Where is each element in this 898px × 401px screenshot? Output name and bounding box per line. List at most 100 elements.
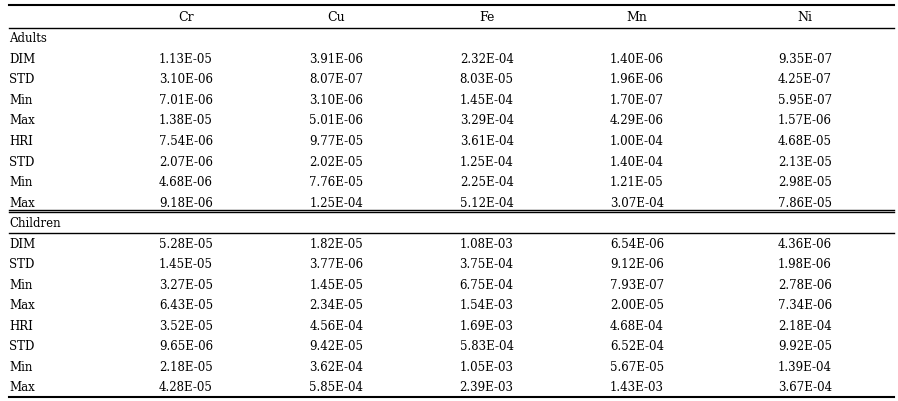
Text: Min: Min bbox=[9, 360, 32, 373]
Text: 1.70E-07: 1.70E-07 bbox=[610, 94, 664, 107]
Text: 7.93E-07: 7.93E-07 bbox=[610, 278, 664, 291]
Text: Max: Max bbox=[9, 380, 35, 393]
Text: Mn: Mn bbox=[627, 11, 647, 24]
Text: Min: Min bbox=[9, 94, 32, 107]
Text: 1.25E-04: 1.25E-04 bbox=[460, 155, 514, 168]
Text: 4.68E-04: 4.68E-04 bbox=[610, 319, 664, 332]
Text: 1.69E-03: 1.69E-03 bbox=[460, 319, 514, 332]
Text: STD: STD bbox=[9, 73, 34, 86]
Text: 2.32E-04: 2.32E-04 bbox=[460, 53, 514, 66]
Text: 1.57E-06: 1.57E-06 bbox=[778, 114, 832, 127]
Text: 3.77E-06: 3.77E-06 bbox=[309, 257, 364, 270]
Text: 3.27E-05: 3.27E-05 bbox=[159, 278, 213, 291]
Text: 1.98E-06: 1.98E-06 bbox=[779, 257, 832, 270]
Text: 2.00E-05: 2.00E-05 bbox=[610, 298, 664, 312]
Text: 1.08E-03: 1.08E-03 bbox=[460, 237, 514, 250]
Text: 1.45E-04: 1.45E-04 bbox=[460, 94, 514, 107]
Text: 3.10E-06: 3.10E-06 bbox=[159, 73, 213, 86]
Text: 7.34E-06: 7.34E-06 bbox=[778, 298, 832, 312]
Text: 1.45E-05: 1.45E-05 bbox=[309, 278, 364, 291]
Text: Cr: Cr bbox=[178, 11, 194, 24]
Text: 5.83E-04: 5.83E-04 bbox=[460, 339, 514, 352]
Text: 1.05E-03: 1.05E-03 bbox=[460, 360, 514, 373]
Text: 4.68E-05: 4.68E-05 bbox=[778, 135, 832, 148]
Text: 9.77E-05: 9.77E-05 bbox=[309, 135, 364, 148]
Text: 9.35E-07: 9.35E-07 bbox=[778, 53, 832, 66]
Text: 4.68E-06: 4.68E-06 bbox=[159, 176, 213, 188]
Text: 2.18E-05: 2.18E-05 bbox=[159, 360, 213, 373]
Text: 5.28E-05: 5.28E-05 bbox=[159, 237, 213, 250]
Text: 4.28E-05: 4.28E-05 bbox=[159, 380, 213, 393]
Text: Min: Min bbox=[9, 278, 32, 291]
Text: Max: Max bbox=[9, 196, 35, 209]
Text: 5.01E-06: 5.01E-06 bbox=[309, 114, 364, 127]
Text: DIM: DIM bbox=[9, 53, 35, 66]
Text: 2.07E-06: 2.07E-06 bbox=[159, 155, 213, 168]
Text: 1.13E-05: 1.13E-05 bbox=[159, 53, 213, 66]
Text: 3.52E-05: 3.52E-05 bbox=[159, 319, 213, 332]
Text: 9.18E-06: 9.18E-06 bbox=[159, 196, 213, 209]
Text: 5.67E-05: 5.67E-05 bbox=[610, 360, 664, 373]
Text: 3.91E-06: 3.91E-06 bbox=[309, 53, 364, 66]
Text: 1.25E-04: 1.25E-04 bbox=[309, 196, 363, 209]
Text: 1.40E-06: 1.40E-06 bbox=[610, 53, 664, 66]
Text: 3.62E-04: 3.62E-04 bbox=[309, 360, 364, 373]
Text: 3.10E-06: 3.10E-06 bbox=[309, 94, 364, 107]
Text: 2.98E-05: 2.98E-05 bbox=[779, 176, 832, 188]
Text: DIM: DIM bbox=[9, 237, 35, 250]
Text: 8.07E-07: 8.07E-07 bbox=[309, 73, 364, 86]
Text: 9.42E-05: 9.42E-05 bbox=[309, 339, 364, 352]
Text: 1.45E-05: 1.45E-05 bbox=[159, 257, 213, 270]
Text: 1.43E-03: 1.43E-03 bbox=[610, 380, 664, 393]
Text: 1.00E-04: 1.00E-04 bbox=[610, 135, 664, 148]
Text: HRI: HRI bbox=[9, 135, 33, 148]
Text: 5.85E-04: 5.85E-04 bbox=[309, 380, 364, 393]
Text: 7.01E-06: 7.01E-06 bbox=[159, 94, 213, 107]
Text: Min: Min bbox=[9, 176, 32, 188]
Text: 1.38E-05: 1.38E-05 bbox=[159, 114, 213, 127]
Text: 2.02E-05: 2.02E-05 bbox=[309, 155, 363, 168]
Text: 2.39E-03: 2.39E-03 bbox=[460, 380, 514, 393]
Text: 7.86E-05: 7.86E-05 bbox=[778, 196, 832, 209]
Text: 1.82E-05: 1.82E-05 bbox=[310, 237, 363, 250]
Text: Max: Max bbox=[9, 114, 35, 127]
Text: 2.13E-05: 2.13E-05 bbox=[779, 155, 832, 168]
Text: 2.18E-04: 2.18E-04 bbox=[779, 319, 832, 332]
Text: 3.61E-04: 3.61E-04 bbox=[460, 135, 514, 148]
Text: 2.78E-06: 2.78E-06 bbox=[779, 278, 832, 291]
Text: 1.39E-04: 1.39E-04 bbox=[778, 360, 832, 373]
Text: Children: Children bbox=[9, 217, 60, 229]
Text: STD: STD bbox=[9, 257, 34, 270]
Text: 1.54E-03: 1.54E-03 bbox=[460, 298, 514, 312]
Text: Fe: Fe bbox=[479, 11, 494, 24]
Text: 7.76E-05: 7.76E-05 bbox=[309, 176, 364, 188]
Text: 3.07E-04: 3.07E-04 bbox=[610, 196, 664, 209]
Text: 3.67E-04: 3.67E-04 bbox=[778, 380, 832, 393]
Text: STD: STD bbox=[9, 155, 34, 168]
Text: 6.54E-06: 6.54E-06 bbox=[610, 237, 664, 250]
Text: 2.34E-05: 2.34E-05 bbox=[309, 298, 364, 312]
Text: 3.29E-04: 3.29E-04 bbox=[460, 114, 514, 127]
Text: 4.29E-06: 4.29E-06 bbox=[610, 114, 664, 127]
Text: 6.75E-04: 6.75E-04 bbox=[460, 278, 514, 291]
Text: 6.43E-05: 6.43E-05 bbox=[159, 298, 213, 312]
Text: 4.56E-04: 4.56E-04 bbox=[309, 319, 364, 332]
Text: 9.12E-06: 9.12E-06 bbox=[610, 257, 664, 270]
Text: Max: Max bbox=[9, 298, 35, 312]
Text: 1.96E-06: 1.96E-06 bbox=[610, 73, 664, 86]
Text: 6.52E-04: 6.52E-04 bbox=[610, 339, 664, 352]
Text: 2.25E-04: 2.25E-04 bbox=[460, 176, 514, 188]
Text: 9.65E-06: 9.65E-06 bbox=[159, 339, 213, 352]
Text: HRI: HRI bbox=[9, 319, 33, 332]
Text: Ni: Ni bbox=[797, 11, 813, 24]
Text: 3.75E-04: 3.75E-04 bbox=[460, 257, 514, 270]
Text: STD: STD bbox=[9, 339, 34, 352]
Text: 7.54E-06: 7.54E-06 bbox=[159, 135, 213, 148]
Text: Cu: Cu bbox=[328, 11, 345, 24]
Text: 1.21E-05: 1.21E-05 bbox=[610, 176, 664, 188]
Text: 4.25E-07: 4.25E-07 bbox=[778, 73, 832, 86]
Text: Adults: Adults bbox=[9, 32, 47, 45]
Text: 5.12E-04: 5.12E-04 bbox=[460, 196, 514, 209]
Text: 5.95E-07: 5.95E-07 bbox=[778, 94, 832, 107]
Text: 8.03E-05: 8.03E-05 bbox=[460, 73, 514, 86]
